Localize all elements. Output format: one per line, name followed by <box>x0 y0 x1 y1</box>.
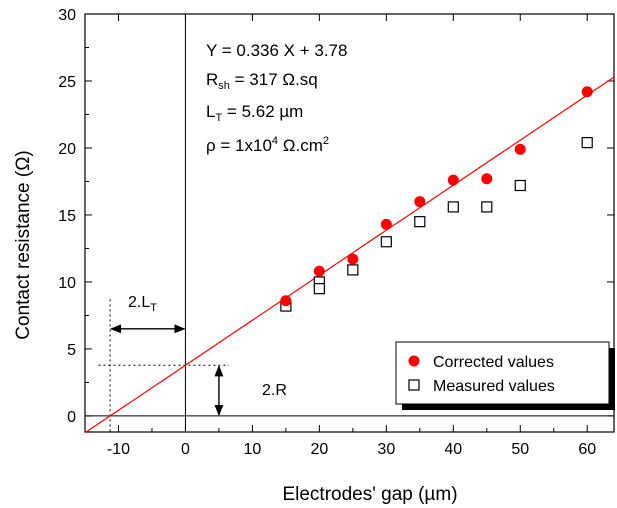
measured-point <box>414 216 426 228</box>
y-tick-label: 15 <box>58 208 76 225</box>
sheet-resistance-label: Rsh = 317 Ω.sq <box>206 70 318 92</box>
measured-point <box>581 137 593 149</box>
legend-corrected-label: Corrected values <box>433 354 554 371</box>
y-tick-label: 10 <box>58 275 76 292</box>
fit-equation: Y = 0.336 X + 3.78 <box>206 41 347 60</box>
x-tick-label: 40 <box>444 441 462 458</box>
axes: -10 0 10 20 30 40 50 60 0 5 10 15 20 25 30 <box>58 7 615 458</box>
y-axis-title: Contact resistance (Ω) <box>13 150 34 340</box>
legend-corrected-marker <box>408 355 420 367</box>
two-r-label: 2.R <box>262 382 287 399</box>
legend: Corrected values Measured values <box>395 341 615 410</box>
y-tick-label: 30 <box>58 7 76 24</box>
legend-measured-marker <box>408 379 420 391</box>
resistivity-label: ρ = 1x104 Ω.cm2 <box>206 135 329 155</box>
measured-point <box>447 201 459 213</box>
x-tick-label: 30 <box>377 441 395 458</box>
measured-point <box>380 236 392 248</box>
legend-measured-label: Measured values <box>433 378 555 395</box>
guide-lines <box>98 299 229 432</box>
y-tick-label: 5 <box>67 342 76 359</box>
data-points <box>280 86 593 312</box>
corrected-point <box>313 265 325 277</box>
measured-point <box>481 201 493 213</box>
corrected-point <box>481 173 493 185</box>
x-tick-label: 50 <box>511 441 529 458</box>
corrected-point <box>280 295 292 307</box>
y-tick-label: 20 <box>58 141 76 158</box>
two-lt-label: 2.LT <box>128 294 157 314</box>
transfer-length-label: LT = 5.62 µm <box>206 102 303 124</box>
y-tick-label: 0 <box>67 409 76 426</box>
corrected-point <box>514 143 526 155</box>
measured-point <box>347 264 359 276</box>
x-tick-label: 0 <box>181 441 190 458</box>
corrected-point <box>414 196 426 208</box>
plot-frame <box>84 13 615 433</box>
corrected-point <box>347 253 359 265</box>
x-tick-label: 10 <box>244 441 262 458</box>
x-tick-label: 60 <box>578 441 596 458</box>
corrected-point <box>380 218 392 230</box>
legend-box <box>395 341 610 405</box>
x-axis-title: Electrodes' gap (µm) <box>282 484 457 505</box>
x-tick-label: 20 <box>310 441 328 458</box>
measured-point <box>313 283 325 295</box>
x-tick-label: -10 <box>107 441 130 458</box>
measured-point <box>514 179 526 192</box>
corrected-point <box>581 86 593 98</box>
y-tick-label: 25 <box>58 74 76 91</box>
corrected-point <box>447 174 459 186</box>
